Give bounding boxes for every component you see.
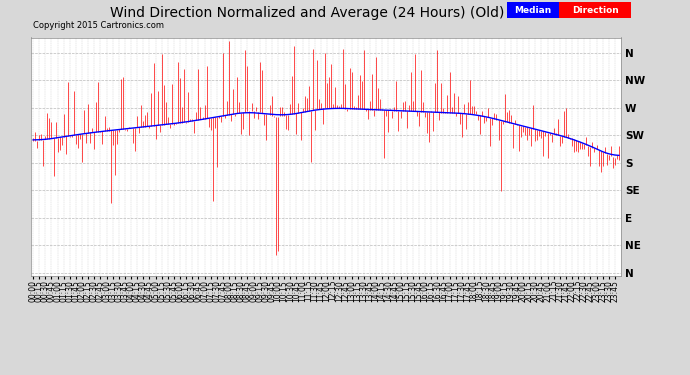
- Text: Median: Median: [515, 6, 551, 15]
- Text: Copyright 2015 Cartronics.com: Copyright 2015 Cartronics.com: [33, 21, 164, 30]
- Text: Direction: Direction: [572, 6, 618, 15]
- Text: Wind Direction Normalized and Average (24 Hours) (Old) 20150902: Wind Direction Normalized and Average (2…: [110, 6, 580, 20]
